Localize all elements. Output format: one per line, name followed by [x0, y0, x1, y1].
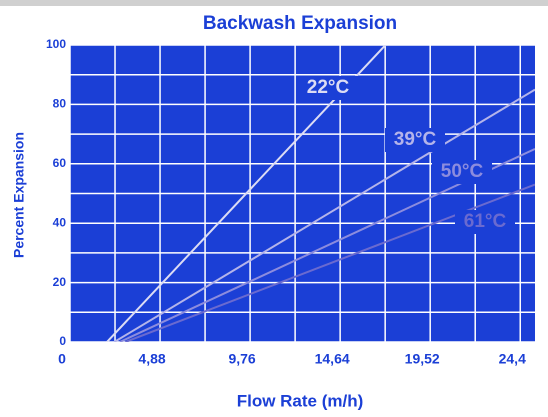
x-tick-label: 4,88	[138, 351, 165, 367]
series-label-bg	[385, 128, 445, 152]
x-tick-label: 19,52	[405, 351, 440, 367]
x-axis-label: Flow Rate (m/h)	[237, 391, 364, 410]
series-label: 39°C	[394, 129, 437, 150]
series-label: 61°C	[464, 211, 507, 232]
y-tick-label: 20	[53, 275, 67, 289]
y-tick-label: 100	[46, 37, 66, 51]
series-label-bg	[432, 160, 492, 184]
series-line	[113, 88, 535, 342]
series-label: 22°C	[307, 77, 350, 98]
y-tick-label: 60	[53, 156, 67, 170]
y-tick-label: 80	[53, 97, 67, 111]
series-label: 50°C	[441, 161, 484, 182]
series-label-bg	[455, 210, 515, 234]
x-tick-label: 14,64	[315, 351, 350, 367]
x-tick-label: 9,76	[228, 351, 255, 367]
series-label-bg	[298, 76, 358, 100]
y-tick-label: 40	[53, 215, 67, 229]
y-axis-label: Percent Expansion	[11, 132, 27, 258]
x-tick-label: 24,4	[499, 351, 526, 367]
x-tick-label: 0	[58, 351, 66, 367]
top-strip	[0, 0, 548, 6]
y-tick-label: 0	[59, 334, 66, 348]
chart-title: Backwash Expansion	[203, 13, 397, 34]
